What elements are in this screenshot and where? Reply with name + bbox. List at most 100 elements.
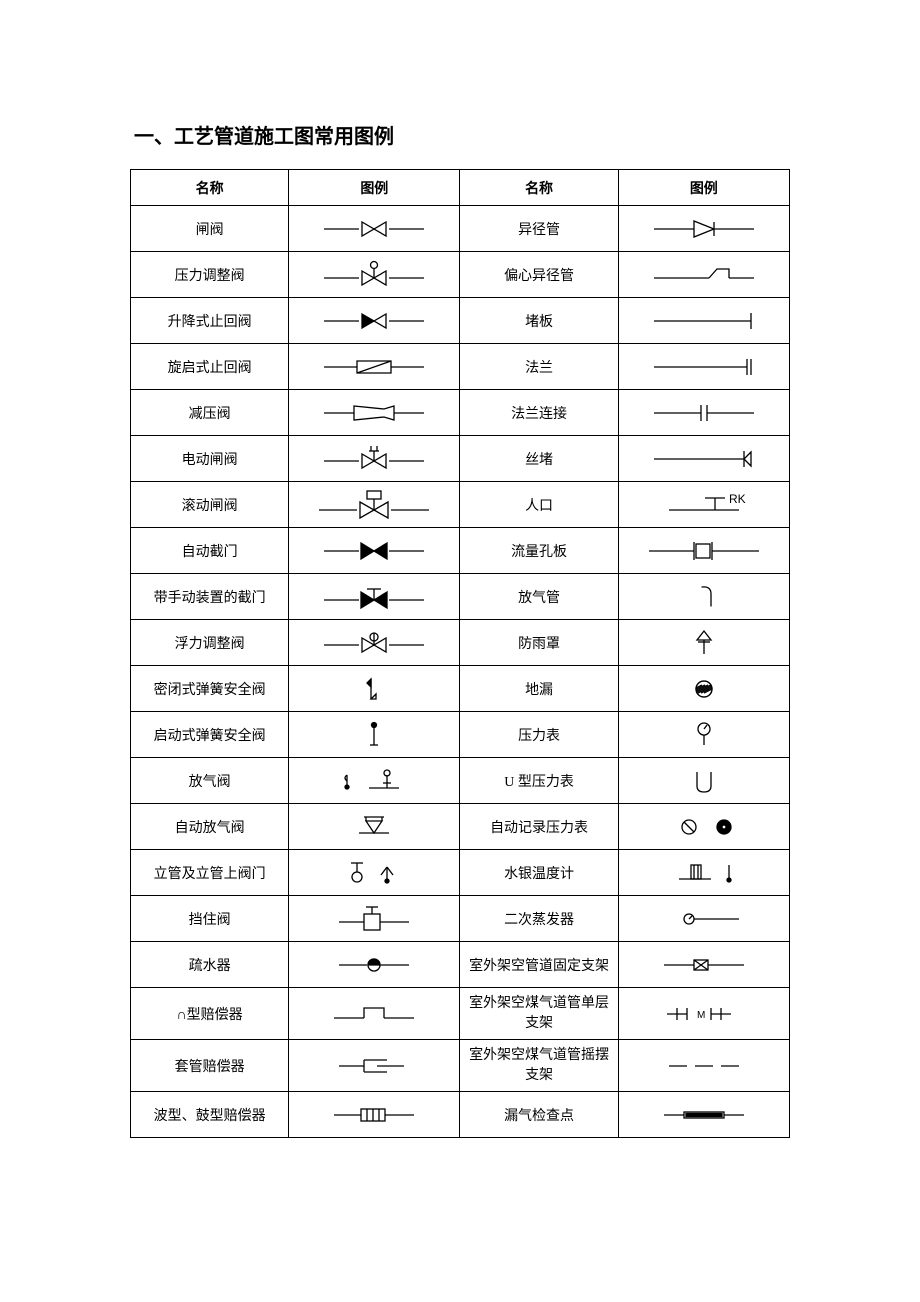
table-row: 旋启式止回阀 法兰: [131, 344, 790, 390]
name-cell: 异径管: [460, 206, 618, 252]
sleeve-compensator-icon: [289, 1040, 460, 1092]
eccentric-reducer-icon: [618, 252, 789, 298]
svg-text:RK: RK: [729, 492, 746, 506]
name-cell: 自动截门: [131, 528, 289, 574]
float-valve-icon: [289, 620, 460, 666]
floor-drain-icon: [618, 666, 789, 712]
reducer-icon: [618, 206, 789, 252]
block-valve-icon: [289, 896, 460, 942]
u-compensator-icon: [289, 988, 460, 1040]
name-cell: 水银温度计: [460, 850, 618, 896]
header-symbol-1: 图例: [289, 170, 460, 206]
bellows-compensator-icon: [289, 1092, 460, 1138]
header-name-2: 名称: [460, 170, 618, 206]
name-cell: 压力表: [460, 712, 618, 758]
name-cell: 挡住阀: [131, 896, 289, 942]
fixed-support-icon: [618, 942, 789, 988]
name-cell: 闸阀: [131, 206, 289, 252]
steam-trap-icon: [289, 942, 460, 988]
pressure-reg-valve-icon: [289, 252, 460, 298]
table-row: 压力调整阀 偏心异径管: [131, 252, 790, 298]
swing-support-icon: [618, 1040, 789, 1092]
table-row: 减压阀 法兰连接: [131, 390, 790, 436]
name-cell: 法兰连接: [460, 390, 618, 436]
name-cell: 自动放气阀: [131, 804, 289, 850]
name-cell: 堵板: [460, 298, 618, 344]
single-support-icon: M: [618, 988, 789, 1040]
table-row: 立管及立管上阀门 水银温度计: [131, 850, 790, 896]
riser-valve-icon: [289, 850, 460, 896]
name-cell: 波型、鼓型赔偿器: [131, 1092, 289, 1138]
name-cell: 启动式弹簧安全阀: [131, 712, 289, 758]
name-cell: 立管及立管上阀门: [131, 850, 289, 896]
name-cell: 疏水器: [131, 942, 289, 988]
name-cell: 丝堵: [460, 436, 618, 482]
table-row: 启动式弹簧安全阀 压力表: [131, 712, 790, 758]
rain-cap-icon: [618, 620, 789, 666]
table-row: 密闭式弹簧安全阀 地漏: [131, 666, 790, 712]
name-cell: 室外架空煤气道管单层支架: [460, 988, 618, 1040]
name-cell: 压力调整阀: [131, 252, 289, 298]
table-row: 升降式止回阀 堵板: [131, 298, 790, 344]
name-cell: 密闭式弹簧安全阀: [131, 666, 289, 712]
table-row: 挡住阀 二次蒸发器: [131, 896, 790, 942]
name-cell: 漏气检查点: [460, 1092, 618, 1138]
pressure-gauge-icon: [618, 712, 789, 758]
table-row: 放气阀U 型压力表: [131, 758, 790, 804]
secondary-evaporator-icon: [618, 896, 789, 942]
flange-connection-icon: [618, 390, 789, 436]
name-cell: 人口: [460, 482, 618, 528]
name-cell: 放气阀: [131, 758, 289, 804]
name-cell: 放气管: [460, 574, 618, 620]
recording-gauge-icon: [618, 804, 789, 850]
table-row: 波型、鼓型赔偿器 漏气检查点: [131, 1092, 790, 1138]
name-cell: 滚动闸阀: [131, 482, 289, 528]
legend-table: 名称 图例 名称 图例 闸阀异径管压力调整阀偏心异径管升降式止回阀堵板旋启式止回…: [130, 169, 790, 1138]
blind-plate-icon: [618, 298, 789, 344]
u-gauge-icon: [618, 758, 789, 804]
auto-air-release-icon: [289, 804, 460, 850]
page-title: 一、工艺管道施工图常用图例: [130, 120, 790, 149]
electric-gate-valve-icon: [289, 436, 460, 482]
swing-check-valve-icon: [289, 344, 460, 390]
name-cell: 法兰: [460, 344, 618, 390]
name-cell: ∩型赔偿器: [131, 988, 289, 1040]
manual-shut-valve-icon: [289, 574, 460, 620]
leak-check-icon: [618, 1092, 789, 1138]
name-cell: 带手动装置的截门: [131, 574, 289, 620]
table-row: 闸阀 异径管: [131, 206, 790, 252]
auto-shut-valve-icon: [289, 528, 460, 574]
table-header-row: 名称 图例 名称 图例: [131, 170, 790, 206]
name-cell: 减压阀: [131, 390, 289, 436]
table-row: 电动闸阀 丝堵: [131, 436, 790, 482]
name-cell: 偏心异径管: [460, 252, 618, 298]
orifice-plate-icon: [618, 528, 789, 574]
rolling-gate-valve-icon: [289, 482, 460, 528]
name-cell: 防雨罩: [460, 620, 618, 666]
table-row: 带手动装置的截门 放气管: [131, 574, 790, 620]
name-cell: 自动记录压力表: [460, 804, 618, 850]
reducing-valve-icon: [289, 390, 460, 436]
air-release-valve-icon: [289, 758, 460, 804]
name-cell: 室外架空煤气道管摇摆支架: [460, 1040, 618, 1092]
name-cell: 二次蒸发器: [460, 896, 618, 942]
manhole-icon: RK: [618, 482, 789, 528]
table-row: 浮力调整阀防雨罩: [131, 620, 790, 666]
lift-check-valve-icon: [289, 298, 460, 344]
table-row: 套管赔偿器室外架空煤气道管摇摆支架: [131, 1040, 790, 1092]
name-cell: 地漏: [460, 666, 618, 712]
header-symbol-2: 图例: [618, 170, 789, 206]
table-row: 滚动闸阀 人口 RK: [131, 482, 790, 528]
screw-plug-icon: [618, 436, 789, 482]
closed-spring-safety-icon: [289, 666, 460, 712]
vent-pipe-icon: [618, 574, 789, 620]
name-cell: 电动闸阀: [131, 436, 289, 482]
name-cell: 旋启式止回阀: [131, 344, 289, 390]
gate-valve-icon: [289, 206, 460, 252]
open-spring-safety-icon: [289, 712, 460, 758]
name-cell: 升降式止回阀: [131, 298, 289, 344]
name-cell: 流量孔板: [460, 528, 618, 574]
mercury-thermometer-icon: [618, 850, 789, 896]
table-row: 自动放气阀 自动记录压力表: [131, 804, 790, 850]
header-name-1: 名称: [131, 170, 289, 206]
